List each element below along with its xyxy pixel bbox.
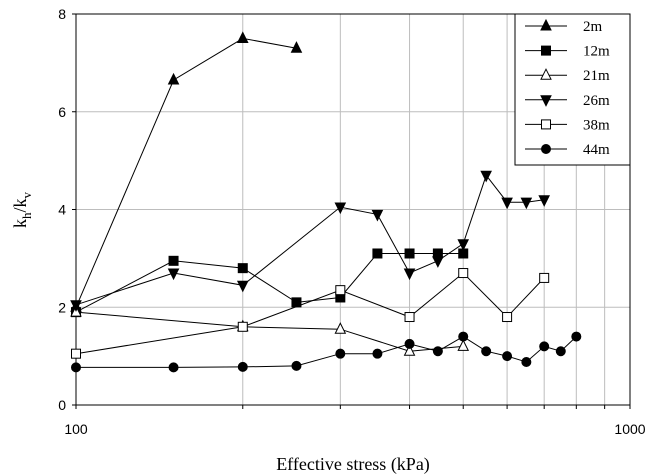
data-point-12m [373, 249, 382, 258]
x-tick-label: 1000 [614, 421, 645, 437]
y-axis-title-main: k [10, 219, 30, 228]
series-44m [72, 332, 581, 372]
data-point-21m [335, 323, 345, 333]
data-point-44m [556, 347, 565, 356]
y-tick-label: 0 [58, 397, 66, 413]
data-point-26m [238, 281, 248, 291]
data-point-44m [482, 347, 491, 356]
legend-marker-44m [542, 145, 551, 154]
legend-label-38m: 38m [583, 117, 610, 133]
series-26m [71, 171, 549, 311]
data-point-44m [522, 357, 531, 366]
data-point-44m [540, 342, 549, 351]
data-point-26m [539, 196, 549, 206]
series-line-12m [76, 254, 463, 313]
data-point-38m [503, 313, 512, 322]
data-point-38m [540, 273, 549, 282]
y-tick-label: 4 [58, 202, 66, 218]
data-point-26m [405, 269, 415, 279]
series-line-38m [76, 273, 544, 354]
series-layer [71, 32, 581, 371]
legend-label-2m: 2m [583, 19, 603, 35]
series-38m [72, 269, 549, 359]
y-axis-title: kh/kv [10, 191, 34, 228]
data-point-26m [458, 240, 468, 250]
data-point-38m [405, 313, 414, 322]
data-point-12m [405, 249, 414, 258]
legend: 2m 12m 21m 26m 38m 44m [515, 14, 630, 165]
data-point-44m [336, 349, 345, 358]
series-line-2m [76, 38, 297, 307]
x-axis-title: Effective stress (kPa) [276, 454, 430, 475]
data-point-12m [238, 264, 247, 273]
y-axis-title-sep: /k [10, 198, 30, 212]
data-point-44m [238, 362, 247, 371]
data-point-44m [503, 352, 512, 361]
data-point-44m [572, 332, 581, 341]
y-axis-title-sub-v: v [19, 191, 34, 198]
data-point-38m [72, 349, 81, 358]
data-point-44m [169, 363, 178, 372]
data-point-2m [169, 74, 179, 84]
data-point-26m [502, 198, 512, 208]
legend-box [515, 14, 630, 165]
series-line-26m [76, 175, 544, 304]
y-tick-label: 2 [58, 299, 66, 315]
data-point-2m [238, 32, 248, 42]
data-point-38m [459, 269, 468, 278]
data-point-38m [238, 322, 247, 331]
data-point-44m [373, 349, 382, 358]
data-point-44m [405, 339, 414, 348]
data-point-12m [169, 256, 178, 265]
legend-label-21m: 21m [583, 68, 610, 84]
data-point-26m [521, 198, 531, 208]
series-2m [71, 32, 301, 311]
y-tick-label: 6 [58, 104, 66, 120]
legend-marker-12m [542, 46, 551, 55]
legend-label-12m: 12m [583, 44, 610, 60]
data-point-44m [433, 347, 442, 356]
data-point-44m [292, 361, 301, 370]
y-tick-label: 8 [58, 6, 66, 22]
data-point-38m [336, 286, 345, 295]
series-12m [72, 249, 468, 317]
legend-label-26m: 26m [583, 93, 610, 109]
data-point-44m [459, 332, 468, 341]
data-point-44m [72, 363, 81, 372]
data-point-21m [458, 340, 468, 350]
data-point-26m [372, 210, 382, 220]
legend-label-44m: 44m [583, 142, 610, 158]
legend-marker-38m [542, 120, 551, 129]
x-tick-label: 100 [64, 421, 88, 437]
